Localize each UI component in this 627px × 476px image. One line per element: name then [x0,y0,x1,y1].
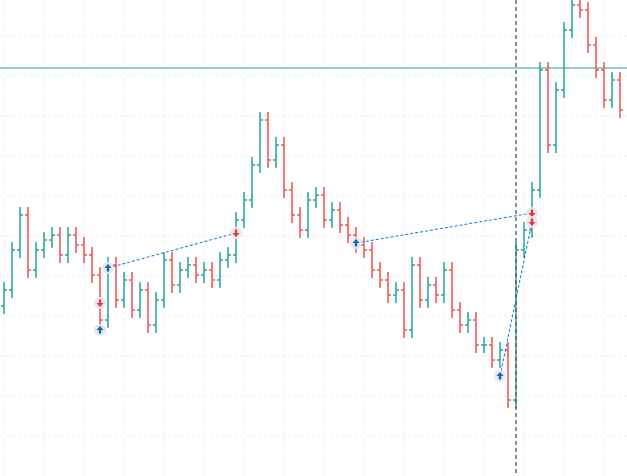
ohlc-bar [465,312,471,333]
ohlc-bar [385,272,391,303]
ohlc-bar [609,72,615,108]
ohlc-bar [329,202,335,228]
ohlc-bar [201,262,207,283]
ohlc-bar [313,187,319,208]
ohlc-bar [489,337,495,368]
ohlc-bar [521,222,527,258]
marker-arrow [352,239,360,247]
marker-arrow [528,209,536,217]
ohlc-bar [153,292,159,333]
ohlc-bar [129,272,135,318]
ohlc-bar [273,137,279,168]
ohlc-bar [409,257,415,338]
ohlc-bar [361,237,367,258]
sell-marker [230,227,242,239]
ohlc-bar [337,202,343,233]
ohlc-bar [577,0,583,18]
ohlc-bar [241,192,247,228]
marker-arrow [528,218,536,226]
ohlc-bar [561,22,567,98]
ohlc-bar [145,282,151,333]
ohlc-bar [65,227,71,263]
ohlc-bar [193,257,199,283]
marker-arrow [104,264,112,272]
ohlc-bar [185,257,191,278]
trade-line [499,221,533,377]
ohlc-bar [25,207,31,278]
ohlc-bar [377,262,383,288]
ohlc-bar [457,302,463,333]
ohlc-bar [617,72,623,118]
marker-arrow [496,372,504,380]
ohlc-bar [113,257,119,308]
ohlc-bar [497,342,503,368]
ohlc-bar [305,192,311,238]
ohlc-bar [297,207,303,238]
ohlc-bar [217,252,223,288]
ohlc-bar [49,227,55,248]
sell-marker [526,216,538,228]
ohlc-bar [553,82,559,153]
ohlc-bar [177,262,183,293]
ohlc-bar [537,62,543,198]
ohlc-bar [41,232,47,258]
ohlc-bar [225,247,231,268]
ohlc-bar [249,157,255,208]
ohlc-bar [593,37,599,78]
ohlc-bar [289,182,295,223]
ohlc-bar [449,262,455,318]
ohlc-bar [137,282,143,318]
ohlc-bar [321,187,327,228]
buy-marker [494,370,506,382]
ohlc-bar [81,237,87,263]
ohlc-bar [17,207,23,258]
ohlc-bar [89,247,95,283]
ohlc-bar [369,242,375,278]
trade-line [107,232,237,269]
buy-marker [350,237,362,249]
ohlc-bar [401,282,407,338]
ohlc-bar [425,277,431,308]
ohlc-bar [481,337,487,353]
ohlc-bar [257,112,263,173]
buy-marker [94,324,106,336]
ohlc-bar [417,257,423,308]
ohlc-bar [9,242,15,298]
ohlc-bar [281,137,287,198]
sell-marker [526,207,538,219]
ohlc-bar [345,217,351,243]
ohlc-bar [121,272,127,308]
marker-arrow [96,299,104,307]
ohlc-bar [1,282,7,314]
buy-marker [102,262,114,274]
ohlc-bar [473,312,479,353]
ohlc-bar [265,112,271,168]
ohlc-bar [33,242,39,278]
ohlc-bar [73,227,79,253]
ohlc-bar [393,282,399,303]
ohlc-bar [569,0,575,38]
sell-marker [94,297,106,309]
ohlc-bar [433,277,439,303]
marker-arrow [96,326,104,334]
ohlc-bar [169,252,175,293]
ohlc-bar [57,227,63,263]
ohlc-bar [545,62,551,153]
ohlc-bar [601,62,607,108]
ohlc-bar [161,252,167,308]
ohlc-bar [209,262,215,288]
ohlc-bar [585,2,591,53]
marker-arrow [232,229,240,237]
ohlc-bar [441,262,447,303]
